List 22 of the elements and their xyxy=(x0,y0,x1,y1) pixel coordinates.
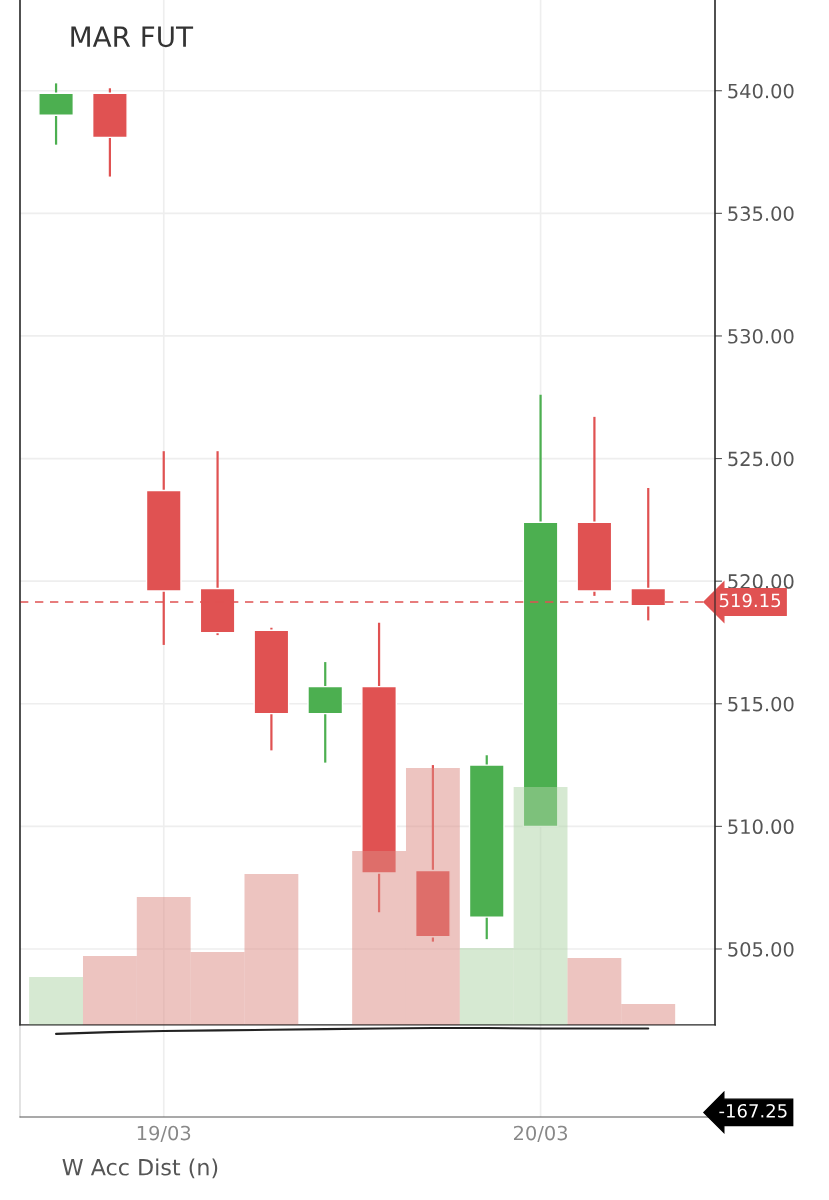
y-tick-label: 505.00 xyxy=(728,941,794,957)
text: -167.25 xyxy=(719,1103,787,1118)
y-tick-label: 530.00 xyxy=(728,328,794,344)
y-tick-label: 540.00 xyxy=(728,83,794,99)
text: W Acc Dist (n) xyxy=(62,1158,218,1179)
bar xyxy=(405,768,460,1025)
bar xyxy=(459,947,514,1025)
y-tick-label: 525.00 xyxy=(728,451,794,467)
bar xyxy=(82,956,137,1025)
category-label: 20/03 xyxy=(513,1125,568,1142)
bar xyxy=(136,897,191,1025)
y-tick-label: 535.00 xyxy=(728,206,794,221)
y-tick-label: 515.00 xyxy=(728,696,794,712)
y-tick-label: 510.00 xyxy=(728,819,794,835)
ref-line-label: 519.15 xyxy=(719,593,781,608)
bar xyxy=(190,952,245,1025)
bar xyxy=(567,957,622,1025)
category-label: 19/03 xyxy=(137,1125,191,1142)
bar xyxy=(29,976,83,1025)
bar xyxy=(244,873,299,1025)
text: MAR FUT xyxy=(71,26,194,48)
bar xyxy=(621,1003,676,1025)
